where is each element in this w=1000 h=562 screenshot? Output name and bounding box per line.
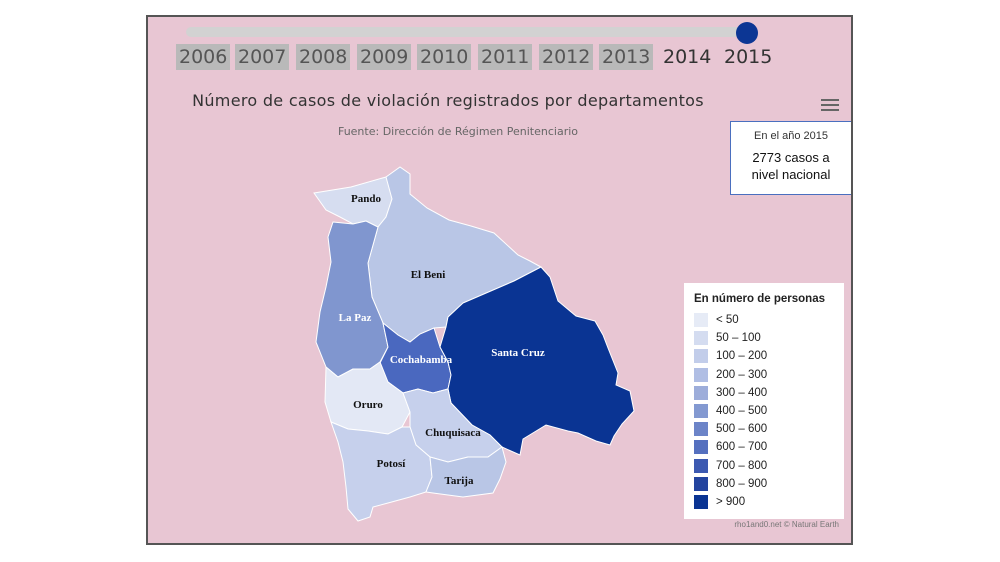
legend-label: < 50: [716, 314, 739, 327]
label-tarija: Tarija: [445, 475, 474, 487]
legend-swatch: [694, 494, 708, 509]
year-button-2007[interactable]: 2007: [235, 44, 290, 70]
info-total: 2773 casos a nivel nacional: [751, 150, 831, 182]
info-year: En el año 2015: [753, 130, 828, 142]
legend-item[interactable]: 100 – 200: [684, 347, 844, 365]
year-slider-thumb[interactable]: [736, 22, 758, 44]
label-potosi: Potosí: [377, 458, 407, 470]
year-button-2015[interactable]: 2015: [724, 46, 773, 68]
legend-label: 400 – 500: [716, 405, 768, 418]
legend-swatch: [694, 440, 708, 455]
region-santa-cruz[interactable]: [439, 266, 635, 456]
region-potosi[interactable]: [330, 421, 433, 522]
year-slider-track[interactable]: [186, 27, 752, 37]
legend-item[interactable]: 200 – 300: [684, 366, 844, 384]
info-box: En el año 2015 2773 casos a nivel nacion…: [730, 121, 851, 195]
year-button-2009[interactable]: 2009: [357, 44, 412, 70]
legend-swatch: [694, 313, 708, 328]
legend-label: 700 – 800: [716, 459, 768, 472]
legend: En número de personas < 50 50 – 100 100 …: [684, 283, 844, 519]
legend-swatch: [694, 349, 708, 364]
legend-label: 500 – 600: [716, 423, 768, 436]
legend-label: 600 – 700: [716, 441, 768, 454]
hamburger-menu-icon[interactable]: [821, 99, 839, 113]
legend-label: 800 – 900: [716, 477, 768, 490]
legend-swatch: [694, 331, 708, 346]
legend-item[interactable]: > 900: [684, 493, 844, 511]
legend-label: 100 – 200: [716, 350, 768, 363]
legend-label: 50 – 100: [716, 332, 761, 345]
legend-item[interactable]: 500 – 600: [684, 420, 844, 438]
legend-swatch: [694, 422, 708, 437]
legend-item[interactable]: 800 – 900: [684, 475, 844, 493]
year-button-2014[interactable]: 2014: [663, 46, 712, 68]
legend-swatch: [694, 385, 708, 400]
legend-swatch: [694, 476, 708, 491]
legend-label: > 900: [716, 495, 746, 508]
chart-frame: 2006 2007 2008 2009 2010 2011 2012 2013 …: [146, 15, 853, 545]
region-tarija[interactable]: [425, 446, 507, 498]
map-subtitle: Fuente: Dirección de Régimen Penitenciar…: [337, 125, 579, 138]
legend-swatch: [694, 458, 708, 473]
map-title: Número de casos de violación registrados…: [192, 91, 704, 110]
year-button-2006[interactable]: 2006: [176, 44, 231, 70]
label-chuquisaca: Chuquisaca: [425, 427, 481, 439]
label-santa-cruz: Santa Cruz: [491, 347, 545, 359]
legend-item[interactable]: 400 – 500: [684, 402, 844, 420]
label-la-paz: La Paz: [339, 312, 372, 324]
legend-swatch: [694, 404, 708, 419]
legend-item[interactable]: 300 – 400: [684, 384, 844, 402]
legend-item[interactable]: 50 – 100: [684, 329, 844, 347]
year-button-2012[interactable]: 2012: [539, 44, 594, 70]
bolivia-map: Pando El Beni La Paz Cochabamba Santa Cr…: [313, 166, 635, 522]
legend-swatch: [694, 367, 708, 382]
map-credit: rho1and0.net © Natural Earth: [734, 520, 839, 529]
label-el-beni: El Beni: [411, 269, 446, 281]
legend-item[interactable]: 700 – 800: [684, 457, 844, 475]
label-pando: Pando: [351, 193, 381, 205]
legend-label: 300 – 400: [716, 386, 768, 399]
year-button-2008[interactable]: 2008: [296, 44, 351, 70]
legend-label: 200 – 300: [716, 368, 768, 381]
year-button-2010[interactable]: 2010: [417, 44, 472, 70]
legend-item[interactable]: < 50: [684, 311, 844, 329]
legend-item[interactable]: 600 – 700: [684, 438, 844, 456]
legend-title: En número de personas: [694, 293, 826, 305]
year-button-2013[interactable]: 2013: [599, 44, 654, 70]
label-cochabamba: Cochabamba: [390, 354, 453, 366]
year-button-2011[interactable]: 2011: [478, 44, 533, 70]
label-oruro: Oruro: [353, 399, 383, 411]
